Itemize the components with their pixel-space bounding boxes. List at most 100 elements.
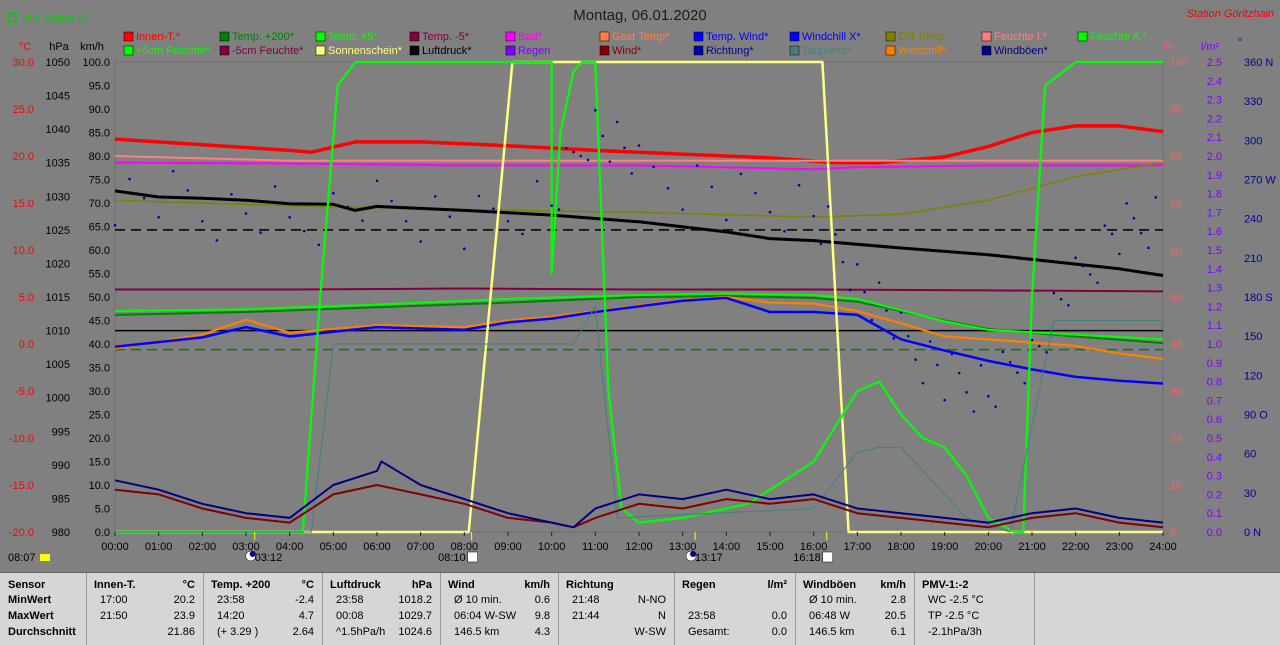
row-label-avg: Durchschnitt <box>8 626 76 638</box>
direction-point <box>979 364 983 367</box>
direction-point <box>1045 350 1048 354</box>
axis-direction-tick: 360 N <box>1244 57 1273 69</box>
axis-direction-tick: 60 <box>1244 449 1256 461</box>
legend-swatch <box>1077 31 1088 42</box>
stats-cell-value: 6.1 <box>890 626 906 638</box>
axis-lm2-tick: 1.7 <box>1207 207 1222 219</box>
legend-label: Wind* <box>612 45 642 57</box>
legend-swatch <box>789 45 800 56</box>
axis-percent-tick: 90 <box>1170 104 1182 116</box>
stats-cell-value: 9.8 <box>534 610 550 622</box>
stats-cell-value: 20.2 <box>173 594 195 606</box>
legend-swatch <box>599 31 610 42</box>
stats-column: Windböen km/h Ø 10 min. 2.8 06:48 W 20.5 146.5… <box>795 573 915 645</box>
direction-point <box>1147 246 1150 250</box>
direction-point <box>856 263 859 266</box>
axis-kmh-tick: 85.0 <box>89 128 110 140</box>
direction-point <box>637 144 641 147</box>
direction-point <box>390 199 393 203</box>
legend-label: -5cm Feuchte* <box>232 45 304 57</box>
axis-lm2-tick: 0.9 <box>1207 358 1222 370</box>
axis-kmh-tick: 15.0 <box>89 457 110 469</box>
legend-swatch <box>981 31 992 42</box>
time-tick-label: 09:00 <box>494 541 522 553</box>
stats-cell-value: 4.7 <box>298 610 314 622</box>
direction-point <box>1023 381 1027 385</box>
axis-hpa-tick: 1025 <box>46 225 70 237</box>
direction-point <box>841 260 845 264</box>
legend-label: Regen <box>518 45 550 57</box>
axis-lm2-tick: 1.3 <box>1207 283 1222 295</box>
direction-point <box>535 179 539 183</box>
time-tick-label: 21:00 <box>1018 541 1046 553</box>
direction-point <box>433 195 437 198</box>
stats-cell-label: 146.5 km <box>454 626 500 638</box>
stats-cell-value: 21.86 <box>167 626 195 638</box>
stats-cell-label: ^1.5hPa/h <box>336 626 386 638</box>
legend-label: Taupunkt* <box>802 45 852 57</box>
axis-hpa-tick: 1050 <box>46 57 70 69</box>
axis-lm2-tick: 2.4 <box>1207 76 1222 88</box>
stats-cell-label: (+ 3.29 ) <box>217 626 259 638</box>
direction-point <box>1037 344 1041 348</box>
stats-column-unit: °C <box>182 579 195 591</box>
legend-label: Windchill* <box>898 45 947 57</box>
stats-column: Richtung 21:48 N-NO 21:44 N W-SW <box>558 573 675 645</box>
series-wind <box>114 484 1164 529</box>
stats-cell-value: -2.4 <box>295 594 314 606</box>
axis-hpa-tick: 995 <box>52 426 70 438</box>
axis-kmh-tick: 55.0 <box>89 269 110 281</box>
axis-direction-tick: 90 O <box>1244 410 1268 422</box>
direction-point <box>965 391 968 394</box>
direction-point <box>928 340 932 343</box>
legend-label: Temp. +5* <box>328 31 379 43</box>
direction-point <box>1001 350 1005 354</box>
direction-point <box>404 219 408 223</box>
axis-celsius-tick: 25.0 <box>13 104 34 116</box>
axis-celsius-tick: -15.0 <box>9 480 34 492</box>
axis-kmh-tick: 80.0 <box>89 151 110 163</box>
axis-kmh-tick: 40.0 <box>89 339 110 351</box>
axis-lm2-tick: 1.2 <box>1207 301 1222 313</box>
stats-cell-label: 21:44 <box>572 610 600 622</box>
stats-cell-value: 0.0 <box>771 610 787 622</box>
time-tick-label: 23:00 <box>1106 541 1134 553</box>
axis-kmh-tick: 95.0 <box>89 81 110 93</box>
legend-swatch <box>123 45 134 56</box>
time-tick-label: 00:00 <box>101 541 129 553</box>
legend-label: Luftdruck* <box>422 45 472 57</box>
stats-cell-value: 23.9 <box>173 610 195 622</box>
axis-hpa-tick: 1045 <box>46 91 70 103</box>
row-label-min: MinWert <box>8 594 52 606</box>
axis-direction-tick: 180 S <box>1244 292 1273 304</box>
month-avg-label: -0.6 Monat-Ø <box>22 13 87 25</box>
time-tick-label: 18:00 <box>887 541 915 553</box>
series-windb-en <box>114 460 1164 529</box>
time-tick-label: 16:00 <box>800 541 828 553</box>
direction-point <box>834 233 837 236</box>
direction-point <box>1008 360 1012 364</box>
axis-celsius-tick: -5.0 <box>15 386 34 398</box>
direction-point <box>921 381 925 385</box>
direction-point <box>1052 291 1056 295</box>
axis-unit-kmh: km/h <box>80 41 104 53</box>
series-sonnenschein <box>115 60 1163 534</box>
direction-point <box>448 215 452 219</box>
stats-cell-label: 21:48 <box>572 594 600 606</box>
direction-point <box>550 204 553 207</box>
time-tick-label: 24:00 <box>1149 541 1177 553</box>
direction-point <box>586 158 590 162</box>
direction-point <box>113 223 117 227</box>
legend-label: Windböen* <box>994 45 1049 57</box>
direction-point <box>623 146 626 150</box>
direction-point <box>768 210 772 214</box>
legend-label: Feuchte A.* <box>1090 31 1148 43</box>
direction-point <box>1059 297 1063 301</box>
stats-column-name: PMV-1:-2 <box>922 579 969 591</box>
direction-point <box>608 160 612 163</box>
stats-column-name: Windböen <box>803 579 857 591</box>
direction-point <box>477 194 481 198</box>
legend: Innen-T.* Temp. +200* Temp. +5* Temp. -5* Ba… <box>123 31 1148 57</box>
direction-point <box>1139 231 1143 235</box>
time-tick-label: 04:00 <box>276 541 304 553</box>
